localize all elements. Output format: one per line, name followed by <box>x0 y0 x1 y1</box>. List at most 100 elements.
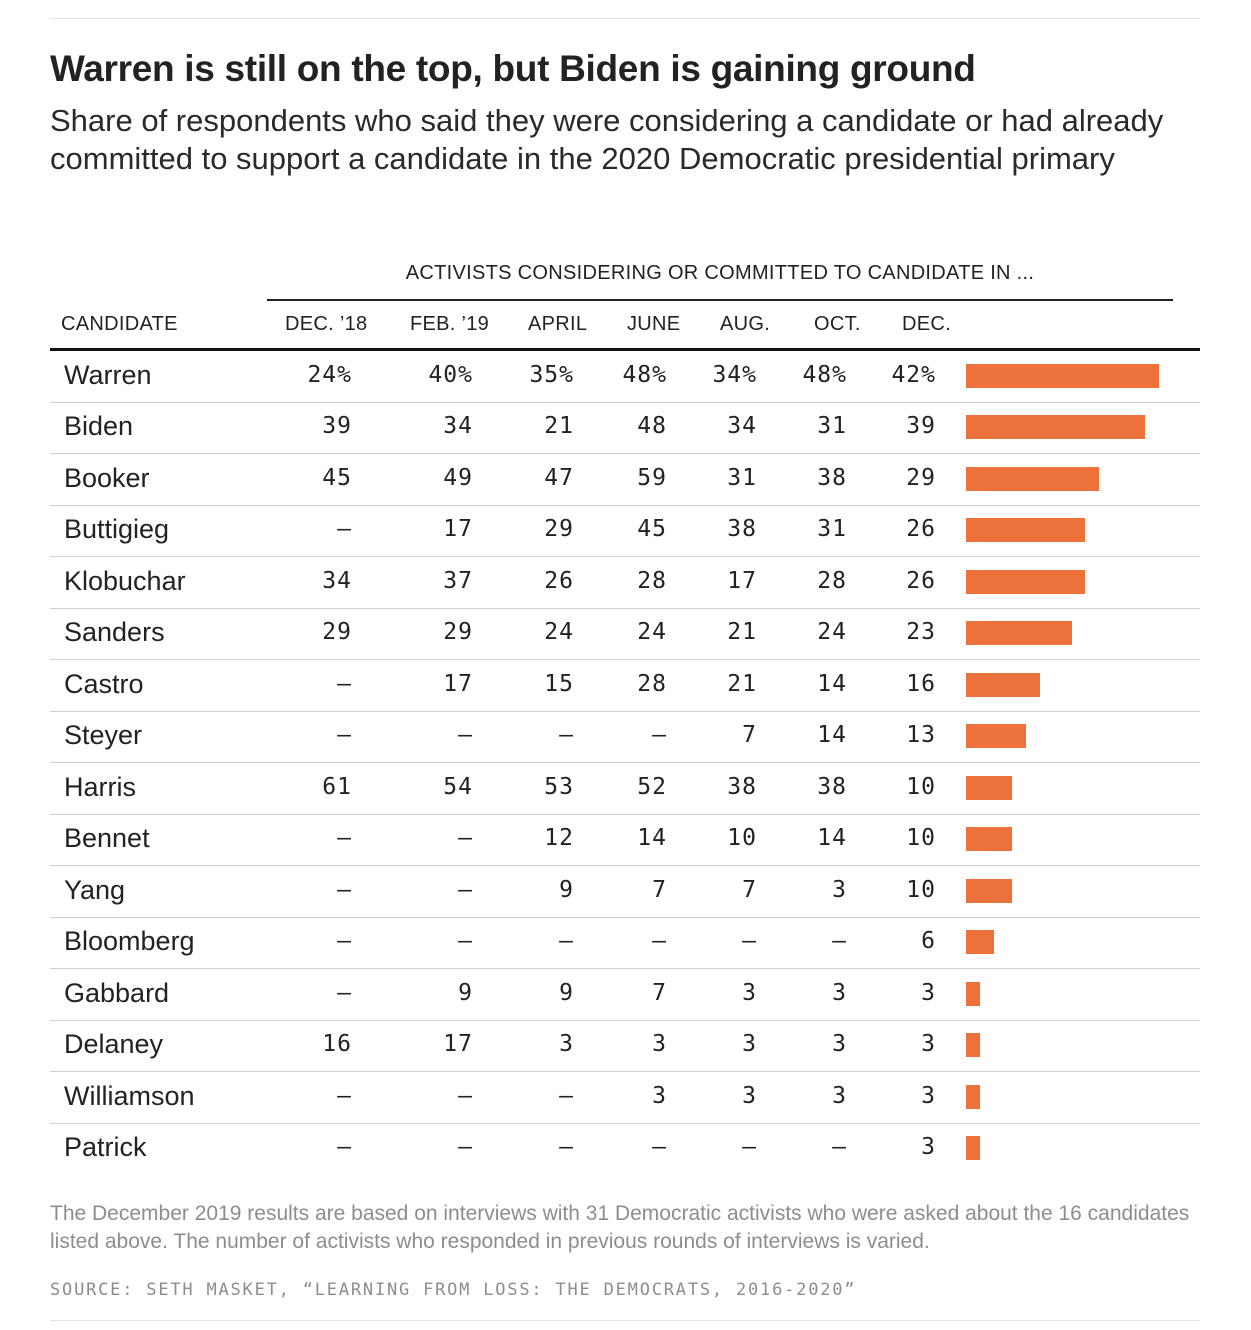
candidate-name: Yang <box>64 874 126 905</box>
data-cell: 17 <box>443 516 473 543</box>
candidate-name: Biden <box>64 411 134 442</box>
data-cell: – <box>458 825 473 852</box>
data-cell: 3 <box>559 1031 574 1058</box>
data-cell: – <box>742 928 757 955</box>
data-cell: 31 <box>727 464 757 491</box>
data-cell: 13 <box>906 722 936 749</box>
data-cell: – <box>337 722 352 749</box>
bar-patrick <box>966 1136 980 1161</box>
data-cell: 26 <box>906 567 936 594</box>
row-divider <box>50 1019 1200 1021</box>
candidate-name: Delaney <box>64 1029 164 1060</box>
row-divider <box>50 607 1200 609</box>
data-cell: 29 <box>322 619 352 646</box>
data-cell: 42% <box>891 361 936 388</box>
data-cell: 7 <box>742 722 757 749</box>
data-cell: – <box>458 1082 473 1109</box>
data-cell: 3 <box>652 1031 667 1058</box>
data-cell: – <box>337 825 352 852</box>
row-divider <box>50 401 1200 403</box>
data-cell: – <box>652 928 667 955</box>
data-cell: 24 <box>544 619 574 646</box>
bottom-divider <box>50 1320 1200 1321</box>
data-cell: 14 <box>817 670 847 697</box>
candidate-name: Warren <box>64 359 152 390</box>
data-cell: 38 <box>817 773 847 800</box>
data-cell: – <box>559 1134 574 1161</box>
candidate-name: Buttigieg <box>64 514 170 545</box>
candidate-name: Williamson <box>64 1080 195 1111</box>
data-cell: – <box>458 928 473 955</box>
candidate-name: Booker <box>64 462 150 493</box>
candidate-name: Klobuchar <box>64 565 186 596</box>
bar-klobuchar <box>966 569 1086 594</box>
column-header-7: DEC. <box>902 313 951 335</box>
data-cell: 12 <box>544 825 574 852</box>
candidate-name: Harris <box>64 771 136 802</box>
data-cell: 47 <box>544 464 574 491</box>
candidate-name: Steyer <box>64 720 143 751</box>
top-divider <box>50 18 1200 19</box>
data-cell: 28 <box>817 567 847 594</box>
data-cell: 3 <box>742 1031 757 1058</box>
data-cell: – <box>559 1082 574 1109</box>
data-cell: 37 <box>443 567 473 594</box>
data-cell: 52 <box>637 773 667 800</box>
bar-booker <box>966 466 1100 491</box>
data-cell: 3 <box>832 876 847 903</box>
footnote: The December 2019 results are based on i… <box>50 1202 1190 1253</box>
data-cell: 17 <box>443 1031 473 1058</box>
data-cell: 15 <box>544 670 574 697</box>
data-cell: – <box>458 722 473 749</box>
data-cell: 3 <box>742 1082 757 1109</box>
data-cell: – <box>337 1134 352 1161</box>
data-cell: 53 <box>544 773 574 800</box>
column-header-5: AUG. <box>720 313 771 335</box>
bar-gabbard <box>966 981 980 1006</box>
data-cell: 59 <box>637 464 667 491</box>
data-cell: 48% <box>622 361 667 388</box>
data-cell: 54 <box>443 773 473 800</box>
data-cell: – <box>337 979 352 1006</box>
data-cell: 10 <box>727 825 757 852</box>
bar-castro <box>966 672 1040 697</box>
data-cell: – <box>458 1134 473 1161</box>
candidate-name: Bennet <box>64 823 150 854</box>
data-cell: – <box>458 876 473 903</box>
data-cell: 9 <box>559 979 574 1006</box>
column-header-6: OCT. <box>814 313 861 335</box>
bar-biden <box>966 415 1146 440</box>
data-cell: 39 <box>906 413 936 440</box>
column-header-4: JUNE <box>627 313 681 335</box>
data-cell: – <box>337 928 352 955</box>
chart-title: Warren is still on the top, but Biden is… <box>50 48 976 89</box>
data-cell: 49 <box>443 464 473 491</box>
data-cell: 28 <box>637 567 667 594</box>
data-cell: 48 <box>637 413 667 440</box>
data-cell: 38 <box>817 464 847 491</box>
data-cell: 17 <box>727 567 757 594</box>
candidate-name: Bloomberg <box>64 926 195 957</box>
chart-subtitle: Share of respondents who said they were … <box>50 103 1164 176</box>
row-divider <box>50 865 1200 866</box>
data-cell: 39 <box>322 413 352 440</box>
source-line: SOURCE: SETH MASKET, “LEARNING FROM LOSS… <box>50 1280 857 1300</box>
bar-yang <box>966 878 1012 903</box>
data-cell: 3 <box>921 1134 936 1161</box>
data-cell: 10 <box>906 876 936 903</box>
data-cell: 17 <box>443 670 473 697</box>
row-divider <box>50 813 1200 815</box>
data-cell: – <box>652 1134 667 1161</box>
column-header-1: DEC. ’18 <box>285 313 368 335</box>
data-cell: 29 <box>544 516 574 543</box>
header-rule <box>50 348 1200 351</box>
data-cell: 3 <box>832 979 847 1006</box>
data-cell: 34 <box>443 413 473 440</box>
row-divider <box>50 916 1200 918</box>
bar-bloomberg <box>966 930 994 955</box>
candidate-name: Sanders <box>64 617 165 648</box>
data-cell: 14 <box>637 825 667 852</box>
data-cell: – <box>337 516 352 543</box>
bar-williamson <box>966 1084 980 1109</box>
data-cell: 9 <box>458 979 473 1006</box>
